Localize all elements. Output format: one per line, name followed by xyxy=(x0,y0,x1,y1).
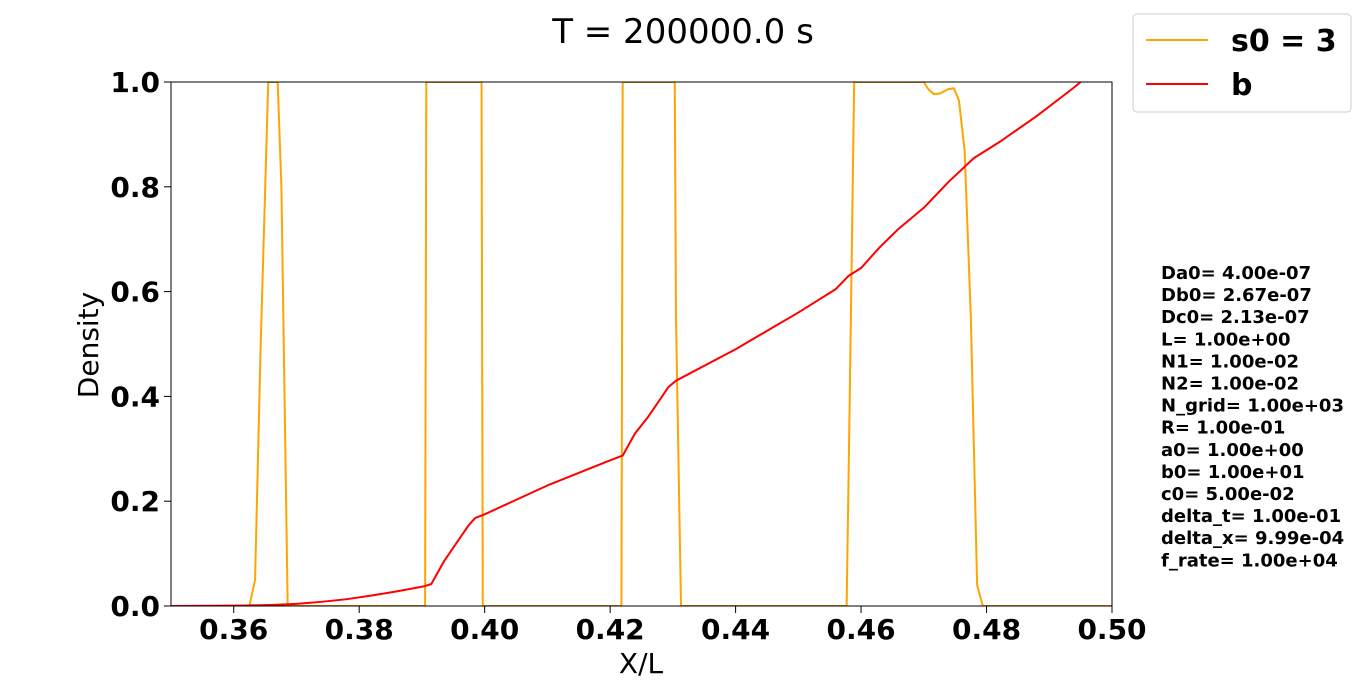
y-tick-label: 1.0 xyxy=(110,66,160,99)
parameter-annotation: R= 1.00e-01 xyxy=(1161,418,1285,439)
x-tick-label: 0.36 xyxy=(199,613,268,646)
x-tick-label: 0.42 xyxy=(576,613,645,646)
y-tick-label: 0.6 xyxy=(110,276,160,309)
y-tick-label: 0.8 xyxy=(110,171,160,204)
legend-box xyxy=(1132,13,1352,113)
parameter-annotation: delta_t= 1.00e-01 xyxy=(1161,506,1341,527)
parameter-annotation: Dc0= 2.13e-07 xyxy=(1161,307,1310,328)
legend-label: b xyxy=(1231,68,1252,103)
y-axis: 0.0 0.2 0.4 0.6 0.8 1.0 xyxy=(110,66,171,623)
x-tick-label: 0.38 xyxy=(325,613,394,646)
y-tick-label: 0.0 xyxy=(110,590,160,623)
x-tick-label: 0.48 xyxy=(952,613,1021,646)
parameter-annotation: b0= 1.00e+01 xyxy=(1161,462,1305,483)
x-axis: 0.36 0.38 0.40 0.42 0.44 0.46 0.48 0.50 xyxy=(199,606,1147,646)
parameter-annotation: f_rate= 1.00e+04 xyxy=(1161,550,1338,571)
y-tick-label: 0.2 xyxy=(110,485,160,518)
y-tick-label: 0.4 xyxy=(110,380,160,413)
series-line-0 xyxy=(171,82,1112,606)
parameter-annotation: a0= 1.00e+00 xyxy=(1161,440,1304,461)
x-axis-label: X/L xyxy=(619,647,664,680)
y-axis-label: Density xyxy=(72,292,105,398)
parameter-annotation: N1= 1.00e-02 xyxy=(1161,351,1299,372)
parameter-annotation: L= 1.00e+00 xyxy=(1161,329,1291,350)
x-tick-label: 0.46 xyxy=(827,613,896,646)
parameter-annotation: delta_x= 9.99e-04 xyxy=(1161,528,1344,549)
legend: s0 = 3 b xyxy=(1132,13,1352,113)
series-layer xyxy=(171,82,1112,606)
chart-title: T = 200000.0 s xyxy=(551,12,814,52)
parameter-annotation: c0= 5.00e-02 xyxy=(1161,484,1295,505)
parameter-annotation: N_grid= 1.00e+03 xyxy=(1161,396,1344,417)
parameter-annotation: Da0= 4.00e-07 xyxy=(1161,263,1311,284)
x-tick-label: 0.40 xyxy=(450,613,519,646)
plot-area xyxy=(170,81,1113,607)
x-tick-label: 0.44 xyxy=(701,613,770,646)
parameter-annotation: Db0= 2.67e-07 xyxy=(1161,285,1312,306)
x-tick-label: 0.50 xyxy=(1077,613,1146,646)
series-line-1 xyxy=(171,82,1082,606)
legend-label: s0 = 3 xyxy=(1231,24,1337,59)
parameter-annotation: N2= 1.00e-02 xyxy=(1161,374,1299,395)
